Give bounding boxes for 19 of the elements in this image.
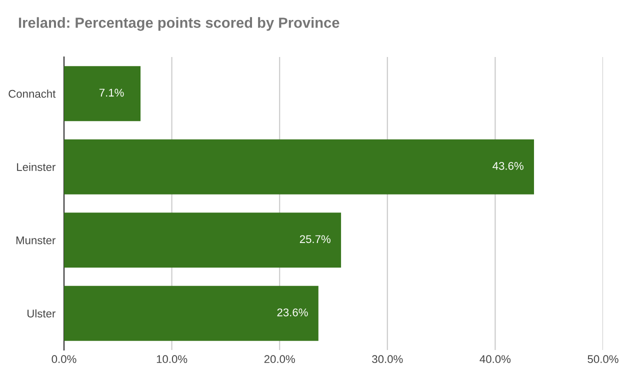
bar: [64, 212, 342, 268]
x-tick-label: 20.0%: [264, 355, 295, 364]
y-tick-label: Munster: [16, 236, 56, 244]
y-tick-label: Leinster: [17, 162, 56, 172]
x-tick-label: 0.0%: [52, 355, 76, 364]
x-tick-label: 30.0%: [372, 355, 403, 364]
bar: [64, 286, 318, 341]
x-tick-label: 10.0%: [156, 355, 188, 364]
y-tick-label: Connacht: [8, 90, 56, 98]
data-label: 25.7%: [300, 235, 330, 244]
x-tick-label: 50.0%: [588, 355, 618, 364]
data-label: 43.6%: [492, 162, 524, 170]
bar: [64, 139, 534, 194]
data-label: 23.6%: [277, 308, 308, 316]
y-tick-label: Ulster: [28, 309, 56, 318]
x-tick-label: 40.0%: [480, 355, 511, 364]
chart-title: Ireland: Percentage points scored by Province: [18, 17, 340, 31]
data-label: 7.1%: [99, 88, 124, 97]
bar: [64, 66, 141, 122]
